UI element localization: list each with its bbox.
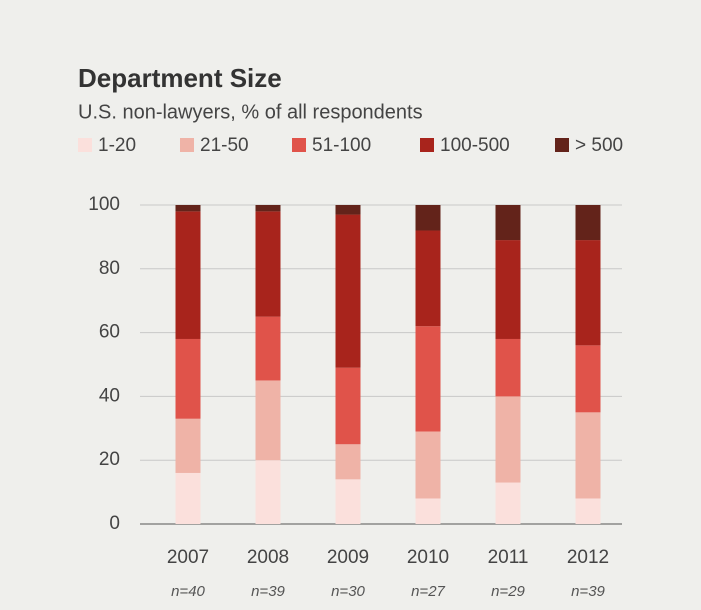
- bar-segment: [175, 418, 201, 473]
- bar-segment: [255, 380, 281, 461]
- bar-segment: [335, 205, 361, 215]
- x-tick-label: 2008: [247, 547, 289, 568]
- bar-segment: [175, 472, 201, 524]
- legend-label: 21-50: [200, 135, 249, 156]
- legend-label: > 500: [575, 135, 623, 156]
- x-tick-label: 2009: [327, 547, 369, 568]
- bar-segment: [415, 230, 441, 327]
- y-tick-label: 100: [88, 194, 120, 215]
- bar-segment: [255, 205, 281, 212]
- legend-label: 51-100: [312, 135, 371, 156]
- bar-segment: [255, 316, 281, 381]
- x-tick-label: 2012: [567, 547, 609, 568]
- bar-segment: [335, 214, 361, 368]
- bar-segment: [495, 205, 521, 241]
- legend-swatch: [180, 138, 194, 152]
- bar-segment: [495, 338, 521, 397]
- x-tick-label: 2011: [488, 547, 529, 568]
- bar-segment: [335, 479, 361, 524]
- chart-subtitle: U.S. non-lawyers, % of all respondents: [78, 101, 423, 123]
- bar-segment: [175, 338, 201, 419]
- sample-size-label: n=40: [171, 583, 205, 600]
- bar-segment: [335, 367, 361, 445]
- sample-size-label: n=27: [411, 583, 445, 600]
- bar-segment: [255, 460, 281, 524]
- y-tick-label: 0: [109, 513, 120, 534]
- bar-segment: [575, 412, 601, 499]
- bar-segment: [415, 326, 441, 432]
- sample-size-label: n=29: [491, 583, 525, 600]
- bar-segment: [495, 240, 521, 339]
- sample-size-label: n=39: [251, 583, 285, 600]
- bar-segment: [575, 345, 601, 413]
- legend-swatch: [78, 138, 92, 152]
- y-tick-label: 80: [99, 258, 120, 279]
- x-tick-label: 2007: [167, 547, 209, 568]
- x-tick-label: 2010: [407, 547, 449, 568]
- legend-swatch: [292, 138, 306, 152]
- bar-segment: [575, 205, 601, 241]
- bar-segment: [575, 498, 601, 524]
- sample-size-label: n=39: [571, 583, 605, 600]
- bar-segment: [175, 211, 201, 339]
- bar-segment: [415, 431, 441, 499]
- bar-segment: [415, 205, 441, 231]
- y-tick-label: 40: [99, 385, 120, 406]
- legend-swatch: [555, 138, 569, 152]
- y-tick-label: 20: [99, 449, 120, 470]
- legend-swatch: [420, 138, 434, 152]
- y-tick-label: 60: [99, 322, 120, 343]
- bar-segment: [415, 498, 441, 524]
- bar-segment: [255, 211, 281, 317]
- bar-segment: [335, 444, 361, 480]
- legend-label: 100-500: [440, 135, 510, 156]
- bar-segment: [175, 205, 201, 212]
- bar-segment: [495, 482, 521, 524]
- sample-size-label: n=30: [331, 583, 365, 600]
- bar-segment: [495, 396, 521, 483]
- bar-segment: [575, 240, 601, 346]
- legend-label: 1-20: [98, 135, 136, 156]
- chart-title: Department Size: [78, 63, 282, 93]
